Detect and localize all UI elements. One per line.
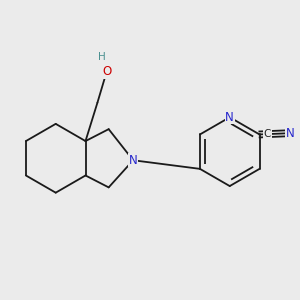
Text: C: C [264,129,271,139]
Text: N: N [286,127,294,140]
Text: O: O [102,65,111,78]
Text: N: N [129,154,137,167]
Text: H: H [98,52,105,62]
Text: N: N [225,111,234,124]
